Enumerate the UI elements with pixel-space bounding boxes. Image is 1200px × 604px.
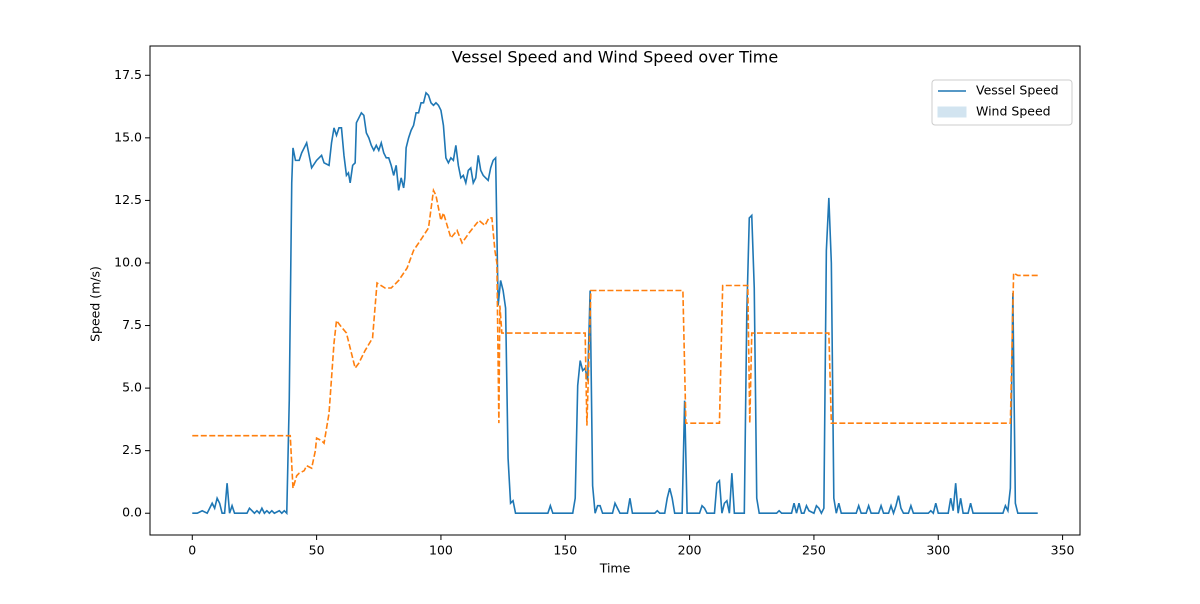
legend-swatch: [937, 106, 967, 118]
chart-title: Vessel Speed and Wind Speed over Time: [452, 48, 778, 67]
y-tick-label: 5.0: [122, 380, 142, 395]
y-tick-label: 15.0: [114, 129, 142, 144]
y-tick-label: 7.5: [122, 317, 142, 332]
x-tick-label: 0: [188, 543, 196, 558]
y-tick-label: 0.0: [122, 505, 142, 520]
x-tick-label: 200: [678, 543, 702, 558]
y-tick-label: 12.5: [114, 192, 142, 207]
y-tick-label: 2.5: [122, 442, 142, 457]
y-axis-label: Speed (m/s): [88, 266, 103, 342]
plot-frame: [149, 45, 1081, 536]
x-tick-label: 250: [802, 543, 826, 558]
x-axis-label: Time: [599, 561, 631, 576]
x-tick-label: 300: [926, 543, 950, 558]
data-line: [192, 187, 1038, 489]
legend-label: Vessel Speed: [976, 83, 1059, 98]
x-tick-label: 50: [309, 543, 325, 558]
data-line: [192, 91, 1038, 516]
legend: Vessel Speed Wind Speed: [931, 79, 1073, 126]
x-tick-label: 350: [1051, 543, 1075, 558]
x-tick-label: 100: [429, 543, 453, 558]
y-tick-label: 17.5: [114, 67, 142, 82]
legend-box: [931, 79, 1073, 126]
x-tick-label: 150: [553, 543, 577, 558]
y-tick-label: 10.0: [114, 254, 142, 269]
legend-label: Wind Speed: [976, 104, 1051, 119]
